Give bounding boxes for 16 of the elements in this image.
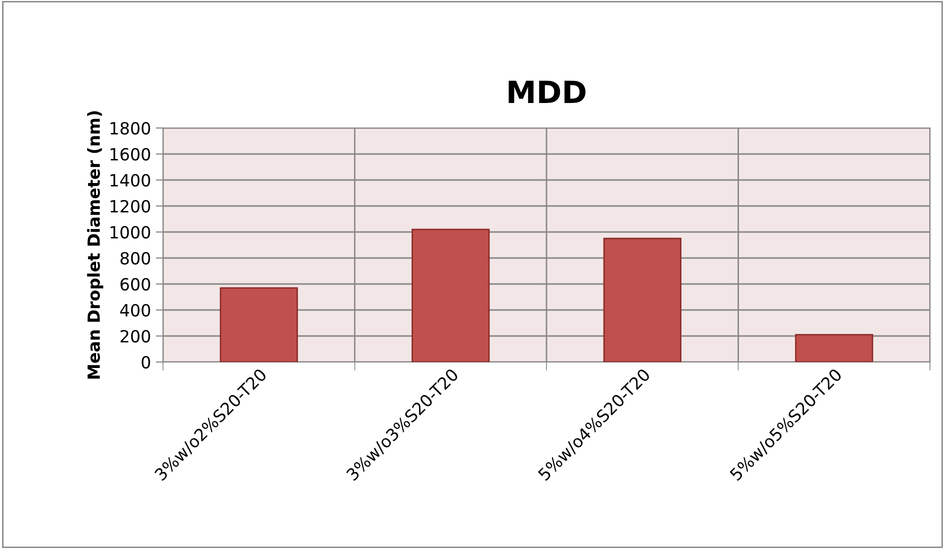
y-tick-label: 400 <box>120 304 150 317</box>
y-axis-title: Mean Droplet Diameter (nm) <box>87 111 104 379</box>
y-tick-label: 200 <box>120 330 150 343</box>
bar <box>795 334 874 362</box>
bar <box>412 228 490 362</box>
y-tick-label: 1800 <box>110 122 150 135</box>
y-tick-label: 1200 <box>110 200 150 213</box>
y-tick-label: 0 <box>142 356 150 369</box>
bar <box>603 238 682 362</box>
y-tick-label: 1000 <box>110 226 150 239</box>
bar <box>220 287 298 362</box>
y-tick-label: 800 <box>120 252 150 265</box>
y-tick-label: 600 <box>120 278 150 291</box>
y-tick-label: 1600 <box>110 148 150 161</box>
y-tick-label: 1400 <box>110 174 150 187</box>
chart-title: MDD <box>508 80 586 103</box>
